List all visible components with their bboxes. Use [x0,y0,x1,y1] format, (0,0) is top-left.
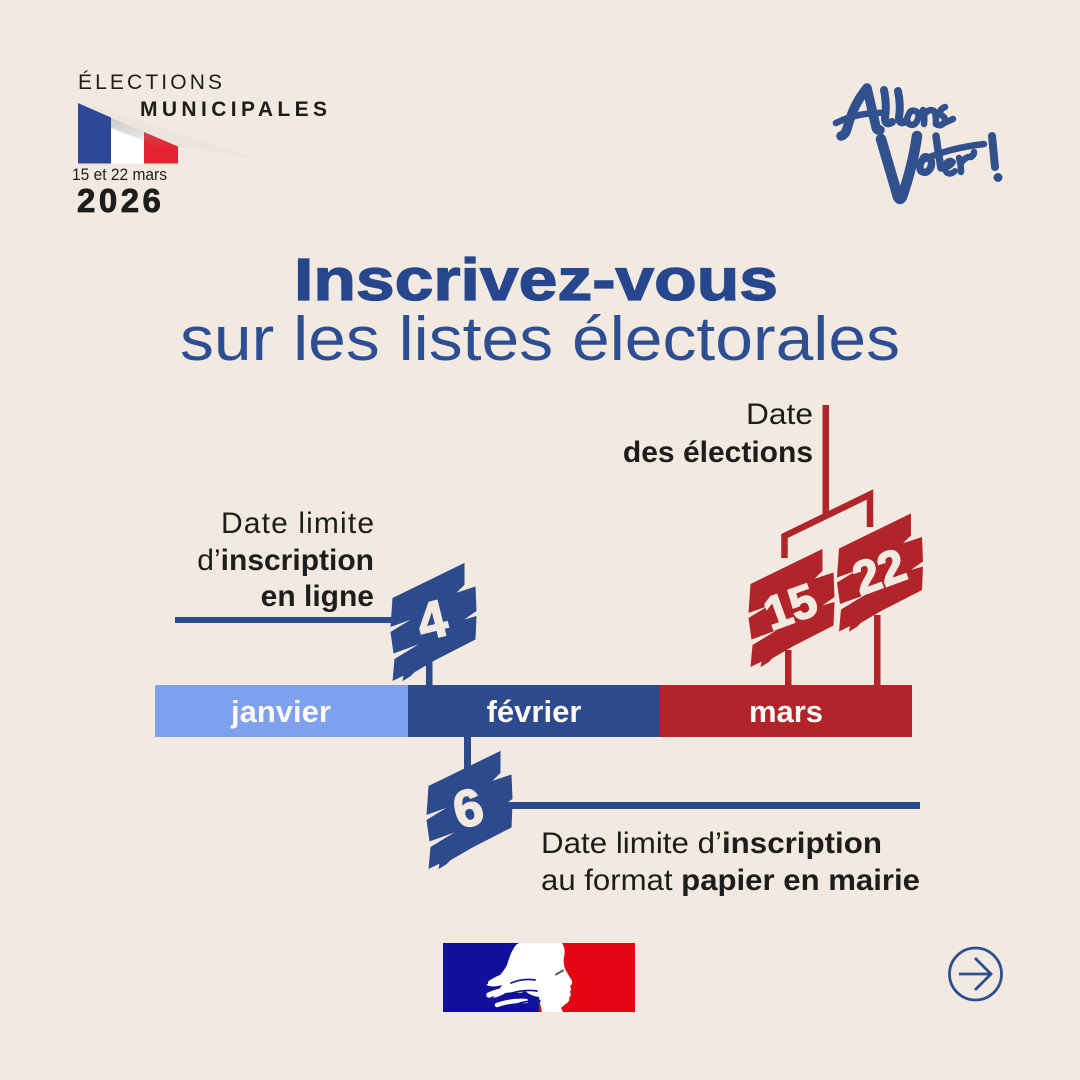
svg-text:Date: Date [746,398,813,431]
svg-text:d’inscription: d’inscription [197,544,374,577]
svg-text:mars: mars [749,694,823,729]
svg-text:MUNICIPALES: MUNICIPALES [140,98,327,121]
svg-text:Date limite: Date limite [221,507,374,540]
svg-text:février: février [487,694,582,729]
svg-text:2026: 2026 [77,182,164,219]
svg-text:janvier: janvier [230,694,331,729]
svg-text:Inscrivez-vous: Inscrivez-vous [294,247,778,313]
svg-text:sur les listes électorales: sur les listes électorales [180,305,900,374]
svg-text:15 et 22 mars: 15 et 22 mars [72,165,167,184]
svg-text:des élections: des élections [623,436,813,469]
svg-text:en ligne: en ligne [261,580,374,613]
svg-text:au format papier en mairie: au format papier en mairie [541,864,920,897]
svg-text:ÉLECTIONS: ÉLECTIONS [78,71,222,94]
svg-text:Date limite d’inscription: Date limite d’ inscription [541,827,882,860]
